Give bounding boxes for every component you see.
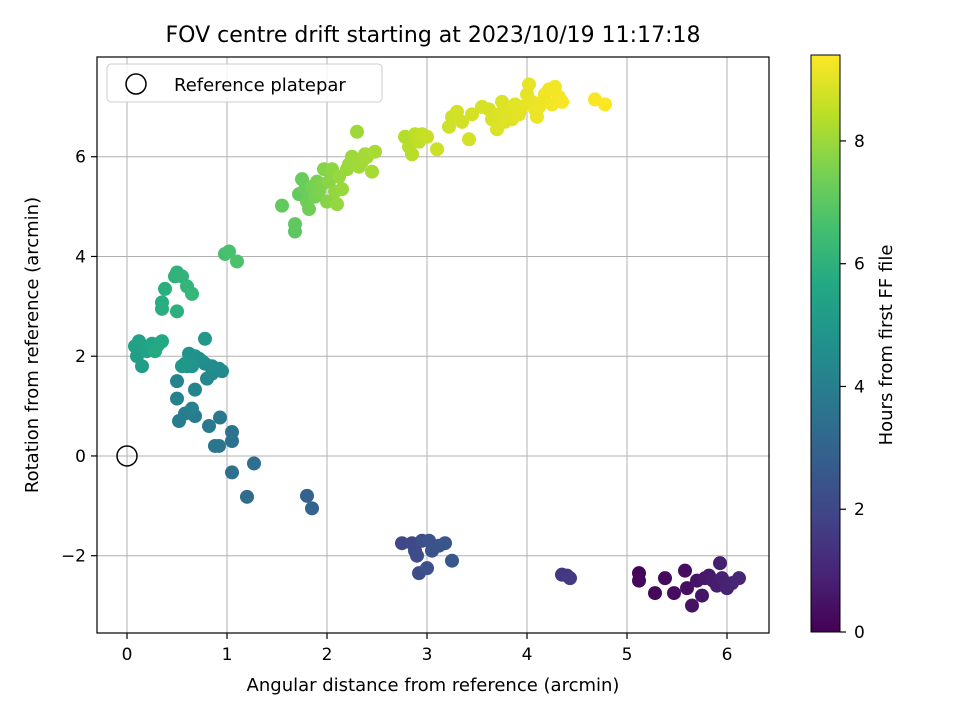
colorbar-gradient [810, 54, 841, 633]
data-point [685, 598, 699, 613]
data-point [170, 304, 184, 319]
data-point [148, 344, 162, 359]
x-tick-label: 4 [522, 645, 533, 665]
data-point [225, 425, 239, 440]
colorbar-tick-label: 4 [854, 377, 865, 397]
data-point [632, 573, 646, 588]
data-point [335, 182, 349, 197]
y-tick-label: 6 [75, 148, 86, 168]
data-point [678, 563, 692, 578]
data-point [695, 588, 709, 603]
x-tick-label: 1 [222, 645, 233, 665]
data-point [420, 129, 434, 144]
data-point [188, 382, 202, 397]
y-tick-label: 4 [75, 247, 86, 267]
data-point [212, 438, 226, 453]
x-tick-label: 5 [622, 645, 633, 665]
x-tick-label: 6 [722, 645, 733, 665]
data-point [438, 536, 452, 551]
data-point [202, 419, 216, 434]
legend-open-circle-marker [125, 73, 147, 95]
data-point [648, 586, 662, 601]
data-point [395, 536, 409, 551]
data-point [198, 331, 212, 346]
colorbar-tick-label: 6 [854, 255, 865, 275]
data-point [302, 202, 316, 217]
data-points [128, 77, 746, 613]
data-point [240, 489, 254, 504]
colorbar-tick-label: 2 [854, 500, 865, 520]
data-point [522, 77, 536, 92]
x-axis-ticks: 0 1 2 3 4 5 6 [122, 633, 733, 665]
colorbar-tick-label: 8 [854, 132, 865, 152]
data-point [455, 114, 469, 129]
data-point [462, 132, 476, 147]
data-point [222, 244, 236, 259]
data-point [713, 556, 727, 571]
data-point [465, 107, 479, 122]
data-point [225, 465, 239, 480]
data-point [185, 286, 199, 301]
x-tick-label: 3 [422, 645, 433, 665]
reference-marker-layer [116, 445, 138, 467]
data-point [658, 571, 672, 586]
legend: Reference platepar [106, 63, 383, 103]
data-point [350, 124, 364, 139]
colorbar-ticks: 0 2 4 6 8 [840, 132, 865, 643]
x-axis-label: Angular distance from reference (arcmin) [247, 675, 620, 696]
data-point [155, 334, 169, 349]
colorbar-tick-label: 0 [854, 623, 865, 643]
data-point [368, 144, 382, 159]
y-tick-label: 2 [75, 347, 86, 367]
colorbar-label: Hours from first FF file [876, 245, 897, 446]
plot-area-frame [96, 56, 770, 634]
data-point [405, 147, 419, 162]
x-tick-label: 0 [122, 645, 133, 665]
data-point [330, 197, 344, 212]
y-tick-label: 0 [75, 447, 86, 467]
data-point [365, 164, 379, 179]
y-axis-label: Rotation from reference (arcmin) [22, 197, 43, 493]
data-point [300, 488, 314, 503]
data-point [170, 374, 184, 389]
data-point [275, 198, 289, 213]
y-tick-label: −2 [61, 547, 86, 567]
legend-box [106, 63, 383, 103]
data-point [230, 254, 244, 269]
data-point [185, 401, 199, 416]
data-point [247, 456, 261, 471]
grid [97, 57, 769, 633]
data-point [420, 561, 434, 576]
data-point [598, 97, 612, 112]
data-point [410, 548, 424, 563]
legend-entry-reference-platepar: Reference platepar [174, 75, 346, 96]
data-point [680, 581, 694, 596]
data-point [175, 359, 189, 374]
data-point [563, 571, 577, 586]
data-point [155, 301, 169, 316]
x-tick-label: 2 [322, 645, 333, 665]
data-point [445, 553, 459, 568]
data-point [667, 586, 681, 601]
colorbar: 0 2 4 6 8 Hours from first FF file [810, 54, 897, 643]
y-axis-ticks: −2 0 2 4 6 [61, 148, 97, 567]
data-point [430, 142, 444, 157]
data-point [732, 571, 746, 586]
data-point [213, 410, 227, 425]
data-point [555, 94, 569, 109]
reference-platepar-marker [116, 445, 138, 467]
data-point [158, 281, 172, 296]
data-point [170, 391, 184, 406]
data-point [288, 217, 302, 232]
chart-title: FOV centre drift starting at 2023/10/19 … [166, 23, 701, 48]
data-point [305, 501, 319, 516]
